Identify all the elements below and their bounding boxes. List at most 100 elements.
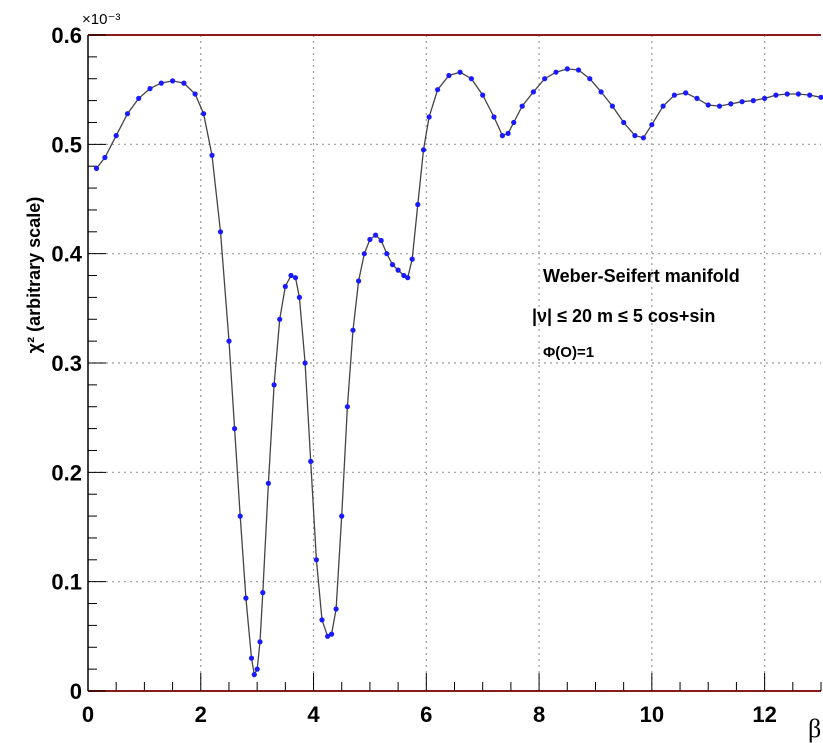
data-point — [201, 111, 207, 117]
data-point — [124, 111, 131, 117]
data-point — [296, 294, 302, 300]
data-point — [435, 87, 441, 93]
data-point — [542, 76, 548, 82]
x-tick-label: 4 — [307, 702, 320, 727]
data-point — [158, 80, 164, 86]
data-point — [251, 672, 257, 678]
data-point — [292, 275, 299, 281]
data-point — [553, 69, 559, 75]
data-point — [480, 92, 486, 98]
data-point — [420, 147, 427, 153]
data-point — [784, 91, 790, 97]
data-point — [739, 99, 745, 105]
y-tick-label: 0.3 — [51, 351, 82, 376]
data-point — [288, 272, 294, 279]
data-point — [499, 133, 505, 139]
data-point — [113, 133, 119, 139]
data-point — [389, 262, 396, 268]
data-point — [671, 92, 678, 98]
data-point — [329, 631, 335, 637]
data-point — [209, 152, 215, 158]
data-point — [302, 360, 308, 366]
x-tick-label: 10 — [640, 702, 664, 727]
data-point — [378, 237, 384, 244]
data-point — [519, 103, 525, 109]
legend-annotation: Weber-Seifert manifold |ν| ≤ 20 m ≤ 5 co… — [532, 266, 740, 361]
data-point — [564, 66, 570, 72]
data-point — [248, 655, 255, 661]
data-point — [649, 122, 655, 128]
data-point — [660, 103, 666, 109]
data-point — [415, 201, 421, 208]
y-tick-label: 0.1 — [51, 570, 82, 595]
data-point — [409, 256, 415, 262]
data-point — [468, 76, 474, 82]
data-point — [277, 316, 283, 322]
data-point — [818, 94, 823, 100]
data-point — [192, 91, 198, 97]
series-layer — [93, 66, 823, 678]
data-point — [401, 272, 407, 279]
series-line — [95, 68, 822, 677]
data-point — [598, 89, 604, 95]
data-point — [807, 92, 813, 98]
data-point — [102, 154, 108, 161]
data-point — [587, 76, 593, 82]
annotation-manifold: Weber-Seifert manifold — [543, 266, 740, 286]
data-point — [308, 458, 314, 464]
y-tick-label: 0.5 — [51, 132, 82, 157]
data-point — [319, 617, 325, 623]
x-tick-label: 12 — [752, 702, 776, 727]
data-point — [257, 639, 263, 645]
data-point — [384, 251, 390, 257]
data-point — [728, 101, 734, 107]
x-tick-label: 6 — [420, 702, 432, 727]
data-point — [395, 267, 401, 273]
data-point — [609, 103, 616, 109]
data-point — [491, 114, 497, 120]
data-point — [136, 95, 142, 101]
grid — [88, 35, 821, 691]
data-point — [217, 229, 224, 235]
ticks: 0 2 4 6 8 10 12 0 0.1 0.2 0.3 0.4 0.5 0.6 — [51, 23, 822, 727]
data-point — [505, 130, 511, 136]
data-point — [237, 513, 243, 519]
data-point — [446, 72, 452, 79]
x-axis-title: β — [808, 714, 821, 743]
annotation-phi: Φ(O)=1 — [543, 344, 594, 361]
data-point — [254, 666, 260, 672]
data-point — [325, 633, 331, 639]
y-tick-label: 0.6 — [51, 23, 82, 48]
y-multiplier-label: ×10⁻³ — [82, 11, 120, 28]
x-tick-label: 2 — [195, 702, 207, 727]
data-point — [243, 595, 249, 601]
x-tick-label: 8 — [533, 702, 545, 727]
data-point — [426, 114, 432, 120]
data-point — [170, 78, 176, 84]
data-point — [705, 102, 711, 108]
y-axis-title: χ² (arbitrary scale) — [24, 197, 44, 353]
data-point — [750, 98, 756, 104]
data-point — [93, 165, 100, 171]
x-tick-label: 0 — [82, 702, 94, 727]
data-point — [683, 90, 689, 96]
data-point — [694, 95, 700, 101]
data-point — [181, 80, 187, 86]
data-point — [367, 236, 373, 243]
data-point — [356, 278, 362, 284]
data-point — [313, 557, 319, 563]
annotation-cuts: |ν| ≤ 20 m ≤ 5 cos+sin — [532, 306, 715, 326]
data-point — [457, 69, 463, 75]
y-tick-label: 0 — [70, 679, 82, 704]
data-point — [530, 89, 537, 95]
data-point — [147, 86, 153, 92]
y-tick-label: 0.4 — [51, 242, 82, 267]
data-point — [621, 119, 627, 126]
data-point — [226, 338, 232, 344]
data-point — [640, 135, 647, 141]
data-point — [260, 590, 266, 596]
data-point — [405, 275, 411, 281]
data-point — [282, 283, 288, 290]
data-point — [575, 67, 582, 73]
